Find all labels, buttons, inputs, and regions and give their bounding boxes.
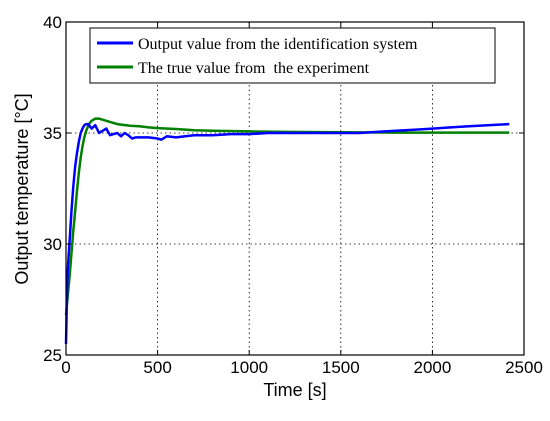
y-tick-label: 25 [43,346,62,365]
y-tick-label: 35 [43,124,62,143]
tick-labels: 0 500 1000 1500 2000 2500 25 30 35 40 [43,13,543,377]
x-tick-label: 0 [61,358,70,377]
x-tick-label: 1500 [322,358,360,377]
x-axis-label: Time [s] [263,380,326,400]
x-tick-label: 500 [143,358,171,377]
y-tick-label: 40 [43,13,62,32]
series-layer [64,117,510,344]
legend: Output value from the identification sys… [89,27,496,84]
series-line-identification [64,122,510,344]
legend-label-experiment: The true value from the experiment [138,60,370,77]
plot-frame [65,21,525,356]
x-tick-label: 1000 [230,358,268,377]
x-tick-label: 2500 [505,358,543,377]
x-tick-label: 2000 [413,358,451,377]
y-axis-label: Output temperature [°C] [12,93,32,284]
y-tick-label: 30 [43,235,62,254]
tick-marks [65,21,525,356]
legend-label-identification: Output value from the identification sys… [138,36,418,53]
series-line-experiment [64,117,510,316]
legend-box [89,27,496,84]
